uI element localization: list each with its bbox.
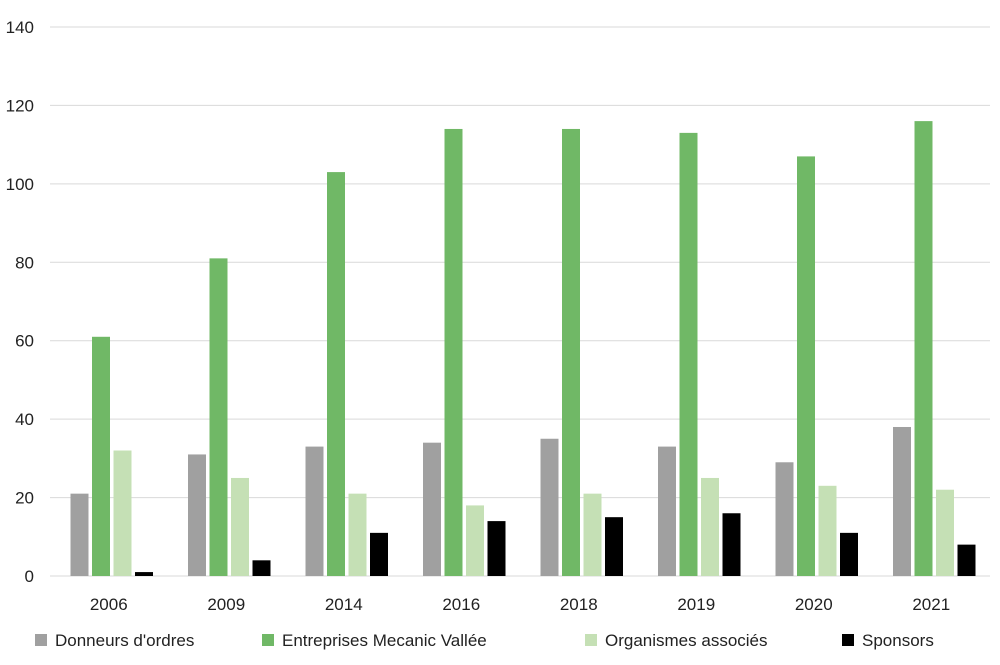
bar-2016-3 bbox=[466, 505, 484, 576]
y-tick-label: 140 bbox=[6, 18, 34, 37]
y-axis-ticks: 0 20 40 60 80 100 120 140 bbox=[6, 18, 34, 586]
x-tick-label: 2016 bbox=[442, 595, 480, 614]
bar-2021-4 bbox=[957, 544, 976, 576]
bar-2018-2 bbox=[562, 128, 580, 576]
y-tick-label: 40 bbox=[15, 410, 34, 429]
bar-2014-1 bbox=[305, 446, 324, 576]
legend-item: Organismes associés bbox=[585, 631, 768, 650]
bar-2016-4 bbox=[487, 521, 506, 576]
y-tick-label: 100 bbox=[6, 175, 34, 194]
bar-2020-4 bbox=[840, 532, 858, 576]
bar-2006-3 bbox=[113, 450, 132, 576]
legend-label: Sponsors bbox=[862, 631, 934, 650]
legend-label: Entreprises Mecanic Vallée bbox=[282, 631, 487, 650]
bar-2018-3 bbox=[583, 493, 602, 576]
legend-swatch bbox=[842, 634, 854, 646]
bar-2021-3 bbox=[936, 489, 954, 576]
bar-2006-4 bbox=[135, 572, 153, 576]
bar-2019-4 bbox=[722, 513, 741, 576]
bar-2009-1 bbox=[188, 454, 206, 576]
legend-item: Donneurs d'ordres bbox=[35, 631, 194, 650]
y-tick-label: 0 bbox=[25, 567, 34, 586]
y-tick-label: 60 bbox=[15, 332, 34, 351]
x-tick-label: 2006 bbox=[90, 595, 128, 614]
bar-2016-1 bbox=[423, 442, 441, 576]
bar-2019-1 bbox=[658, 446, 676, 576]
legend-swatch bbox=[585, 634, 597, 646]
bar-2019-3 bbox=[701, 477, 719, 576]
x-tick-label: 2021 bbox=[912, 595, 950, 614]
y-tick-label: 80 bbox=[15, 253, 34, 272]
bar-2019-2 bbox=[679, 132, 698, 576]
y-tick-label: 20 bbox=[15, 489, 34, 508]
bar-2009-2 bbox=[209, 258, 228, 576]
legend-item: Sponsors bbox=[842, 631, 934, 650]
bar-2014-4 bbox=[370, 532, 388, 576]
legend-label: Donneurs d'ordres bbox=[55, 631, 194, 650]
bar-2018-4 bbox=[605, 517, 623, 576]
bars bbox=[70, 121, 976, 577]
legend-label: Organismes associés bbox=[605, 631, 768, 650]
bar-2020-1 bbox=[775, 462, 794, 576]
gridlines bbox=[50, 26, 990, 577]
bar-2014-2 bbox=[327, 172, 345, 577]
bar-2006-2 bbox=[92, 336, 110, 576]
x-tick-label: 2014 bbox=[325, 595, 363, 614]
legend-swatch bbox=[262, 634, 274, 646]
legend: Donneurs d'ordres Entreprises Mecanic Val… bbox=[35, 631, 934, 650]
x-tick-label: 2009 bbox=[207, 595, 245, 614]
x-axis-ticks: 2006 2009 2014 2016 2018 2019 2020 2021 bbox=[90, 595, 950, 614]
bar-2014-3 bbox=[348, 493, 367, 576]
bar-2021-2 bbox=[914, 121, 933, 576]
y-tick-label: 120 bbox=[6, 96, 34, 115]
bar-2006-1 bbox=[70, 493, 89, 576]
bar-2009-3 bbox=[231, 477, 249, 576]
bar-2018-1 bbox=[540, 438, 559, 576]
x-tick-label: 2019 bbox=[677, 595, 715, 614]
bar-2021-1 bbox=[893, 426, 911, 576]
legend-item: Entreprises Mecanic Vallée bbox=[262, 631, 487, 650]
bar-2016-2 bbox=[444, 128, 463, 576]
x-tick-label: 2018 bbox=[560, 595, 598, 614]
legend-swatch bbox=[35, 634, 47, 646]
bar-2020-3 bbox=[818, 485, 837, 576]
bar-2020-2 bbox=[797, 156, 815, 576]
bar-2009-4 bbox=[252, 560, 271, 576]
x-tick-label: 2020 bbox=[795, 595, 833, 614]
